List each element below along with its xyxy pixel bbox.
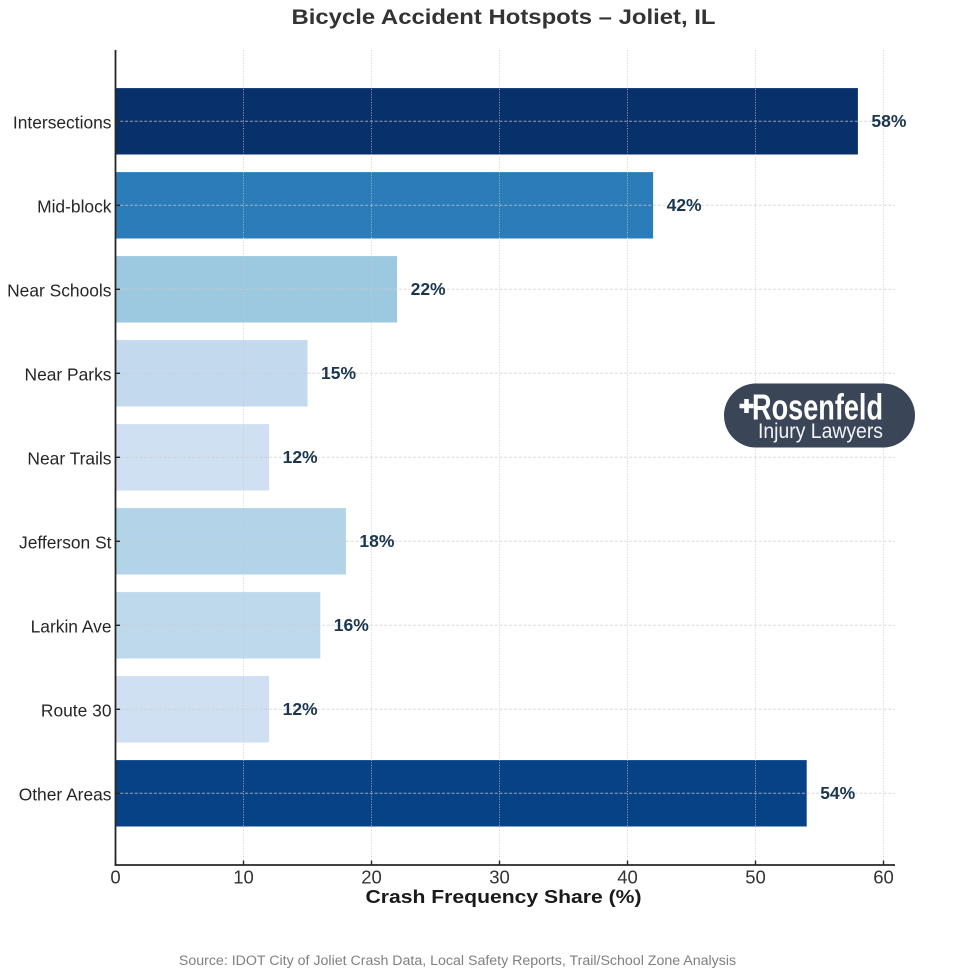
svg-text:Crash Frequency Share (%): Crash Frequency Share (%) [366, 886, 642, 907]
svg-text:Other Areas: Other Areas [19, 784, 112, 804]
svg-text:Larkin Ave: Larkin Ave [31, 616, 112, 636]
svg-text:Near Parks: Near Parks [25, 364, 112, 384]
svg-text:16%: 16% [334, 615, 369, 635]
svg-text:Jefferson St: Jefferson St [19, 532, 112, 552]
svg-text:15%: 15% [321, 363, 356, 383]
svg-text:22%: 22% [411, 279, 446, 299]
svg-text:Near Schools: Near Schools [7, 280, 112, 300]
svg-text:40: 40 [617, 867, 638, 888]
svg-text:20: 20 [361, 867, 382, 888]
svg-text:Mid-block: Mid-block [37, 196, 112, 216]
svg-text:Near Trails: Near Trails [27, 448, 111, 468]
svg-text:18%: 18% [359, 531, 394, 551]
svg-text:Rosenfeld: Rosenfeld [752, 387, 883, 428]
svg-text:42%: 42% [667, 195, 702, 215]
svg-text:12%: 12% [283, 699, 318, 719]
svg-text:Bicycle Accident Hotspots – Jo: Bicycle Accident Hotspots – Joliet, IL [292, 6, 716, 29]
svg-text:54%: 54% [820, 783, 855, 803]
svg-text:0: 0 [110, 867, 120, 888]
svg-text:58%: 58% [871, 111, 906, 131]
svg-text:Route 30: Route 30 [41, 700, 112, 720]
svg-text:50: 50 [745, 867, 766, 888]
svg-text:12%: 12% [283, 447, 318, 467]
svg-text:Source: IDOT City of Joliet Cr: Source: IDOT City of Joliet Crash Data, … [179, 953, 736, 969]
svg-text:Intersections: Intersections [13, 112, 112, 132]
svg-text:60: 60 [873, 867, 894, 888]
svg-text:30: 30 [489, 867, 510, 888]
svg-text:Injury Lawyers: Injury Lawyers [758, 419, 883, 443]
svg-text:10: 10 [233, 867, 254, 888]
